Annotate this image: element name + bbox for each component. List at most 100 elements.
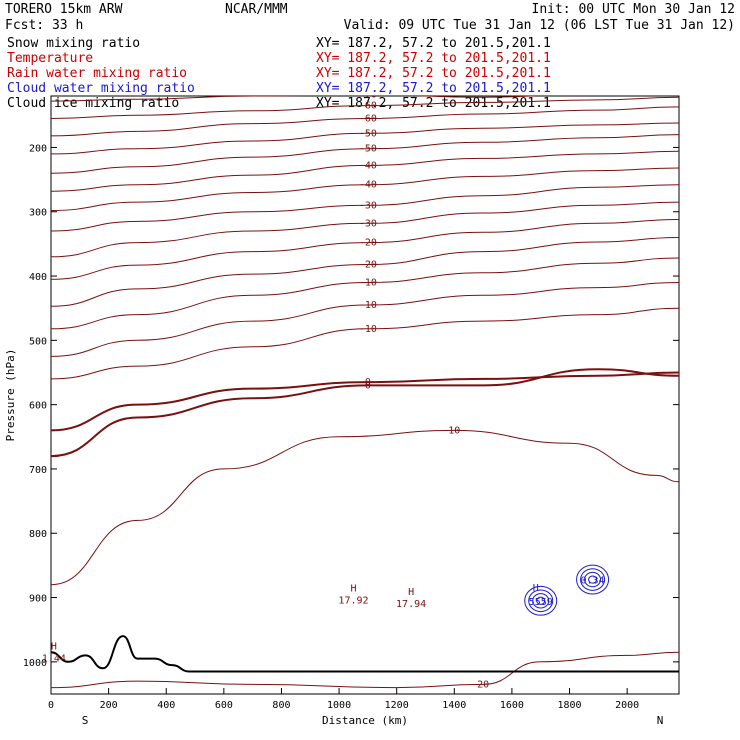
isotherm-line <box>51 184 679 232</box>
init-time: Init: 00 UTC Mon 30 Jan 12 <box>532 2 736 17</box>
extremum-value: 17.92 <box>338 596 368 607</box>
isotherm-label: -60 <box>359 101 377 112</box>
legend-xy-temperature: XY= 187.2, 57.2 to 201.5,201.1 <box>316 51 551 66</box>
cloud-water-contour <box>588 575 598 584</box>
y-tick-label: 300 <box>29 208 47 219</box>
x-axis-title: Distance (km) <box>322 714 408 727</box>
y-tick-label: 500 <box>29 336 47 347</box>
legend-name-rain: Rain water mixing ratio <box>7 66 187 81</box>
legend-xy-snow: XY= 187.2, 57.2 to 201.5,201.1 <box>316 36 551 51</box>
x-tick-label: 200 <box>100 700 118 711</box>
isotherm-label: -40 <box>359 160 377 171</box>
isotherm-label: -10 <box>359 300 377 311</box>
isotherm-label: 20 <box>477 679 489 690</box>
legend-name-cloud-water: Cloud water mixing ratio <box>7 81 195 96</box>
isotherm-label: -50 <box>359 128 377 139</box>
cloud-water-max-value: 5559 <box>529 597 553 608</box>
cloud-water-contour <box>524 585 558 616</box>
cloud-water-contour <box>536 596 546 605</box>
y-tick-label: 600 <box>29 401 47 412</box>
cloud-water-contour <box>528 589 554 613</box>
model-name: TORERO 15km ARW <box>5 2 123 17</box>
isotherm-line <box>51 237 679 307</box>
terrain-profile <box>50 635 679 673</box>
isotherm-line <box>51 307 679 380</box>
y-tick-label: 700 <box>29 465 47 476</box>
isotherm-label: -30 <box>359 200 377 211</box>
isotherm-line <box>51 219 679 280</box>
extremum-marker: H <box>350 584 356 595</box>
isotherm-label: -10 <box>359 277 377 288</box>
y-axis-title: Pressure (hPa) <box>4 349 17 442</box>
isotherm-line <box>51 150 679 192</box>
forecast-hour: Fcst: 33 h <box>5 18 83 33</box>
y-tick-label: 400 <box>29 272 47 283</box>
y-tick-label: 900 <box>29 594 47 605</box>
isotherm-label: -70 <box>359 90 377 101</box>
cloud-water-contour <box>532 593 550 609</box>
isotherm-line <box>51 429 679 586</box>
x-tick-label: 600 <box>215 700 233 711</box>
isotherm-label: 0 <box>365 377 371 388</box>
cloud-water-contour <box>584 571 602 588</box>
legend-name-snow: Snow mixing ratio <box>7 36 140 51</box>
x-tick-label: 2000 <box>615 700 639 711</box>
isotherm-label: -20 <box>359 259 377 270</box>
isotherm-line <box>51 201 679 258</box>
isotherm-line <box>51 96 679 119</box>
isotherm-label: -40 <box>359 180 377 191</box>
y-axis-ticks: 200 300 400 500 600 700 800 900 1000 <box>23 143 679 669</box>
isotherm-label: -20 <box>359 238 377 249</box>
legend-name-cloud-ice: Cloud ice mixing ratio <box>7 96 179 111</box>
legend: Snow mixing ratio XY= 187.2, 57.2 to 201… <box>7 36 551 111</box>
cloud-water-contours: H 5559 0.34 <box>524 564 610 616</box>
isotherm-label: -60 <box>359 114 377 125</box>
legend-xy-rain: XY= 187.2, 57.2 to 201.5,201.1 <box>316 66 551 81</box>
terrain-line <box>50 635 679 673</box>
side-label-south: S <box>82 714 89 727</box>
isotherm-line <box>51 368 679 458</box>
legend-name-temperature: Temperature <box>7 51 93 66</box>
isotherm-line <box>51 282 679 357</box>
isotherm-line <box>51 257 679 330</box>
isotherm-line <box>51 651 679 689</box>
x-tick-label: 1200 <box>385 700 409 711</box>
side-label-north: N <box>657 714 664 727</box>
x-tick-label: 1000 <box>327 700 351 711</box>
extremum-value: 1.44 <box>42 653 66 664</box>
legend-xy-cloud-water: XY= 187.2, 57.2 to 201.5,201.1 <box>316 81 551 96</box>
isotherm-label: -30 <box>359 218 377 229</box>
cloud-water-contour <box>576 564 610 595</box>
cloud-water-max-value: 0.34 <box>581 576 605 587</box>
temperature-isotherms: -70-60-60-50-50-40-40-30-30-20-20-10-10-… <box>51 90 679 690</box>
y-tick-label: 200 <box>29 143 47 154</box>
isotherm-line <box>51 134 679 174</box>
y-tick-label: 800 <box>29 529 47 540</box>
isotherm-line <box>51 106 679 137</box>
y-tick-label: 1000 <box>23 658 47 669</box>
cloud-water-max-label: H <box>533 583 539 594</box>
x-tick-label: 0 <box>48 700 54 711</box>
isotherm-line <box>51 96 539 102</box>
x-tick-label: 1800 <box>557 700 581 711</box>
plot-frame <box>50 95 680 695</box>
extremum-marker: H <box>51 641 57 652</box>
x-tick-label: 1400 <box>442 700 466 711</box>
org-name: NCAR/MMM <box>225 2 288 17</box>
isotherm-label: 0 <box>365 380 371 391</box>
x-tick-label: 400 <box>157 700 175 711</box>
x-axis-ticks: 0 200 400 600 800 1000 1200 1400 1600 1800 2000 <box>48 688 639 711</box>
x-tick-label: 800 <box>272 700 290 711</box>
isotherm-line <box>51 371 679 432</box>
isotherm-label: 10 <box>448 425 460 436</box>
x-tick-label: 1600 <box>500 700 524 711</box>
cloud-water-contour <box>580 568 606 591</box>
valid-time: Valid: 09 UTC Tue 31 Jan 12 (06 LST Tue … <box>344 18 735 33</box>
isotherm-line <box>51 122 679 155</box>
isotherm-label: -10 <box>359 324 377 335</box>
isotherm-label: -50 <box>359 144 377 155</box>
extremum-marker: H <box>408 587 414 598</box>
extremum-value: 17.94 <box>396 599 426 610</box>
